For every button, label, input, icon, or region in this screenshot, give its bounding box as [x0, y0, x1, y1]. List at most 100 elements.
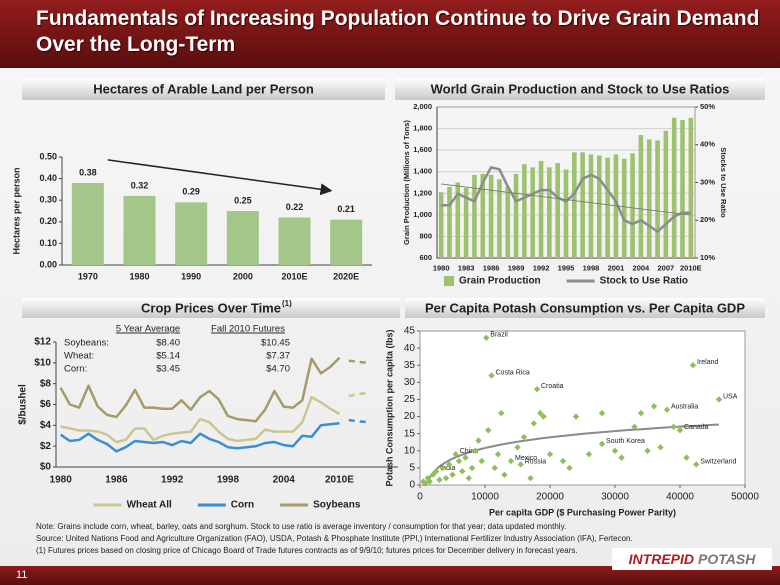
scatter-point	[689, 362, 697, 369]
value-label: 0.38	[79, 167, 97, 177]
y-tick-label: 1,200	[413, 188, 432, 197]
bar	[538, 160, 544, 258]
x-tick-label: 2007	[658, 263, 675, 272]
y-tick-label: $4	[40, 420, 52, 431]
y-tick-label: 0.50	[39, 151, 57, 161]
note: Source: United Nations Food and Agricult…	[36, 534, 633, 543]
panel-title-bar	[405, 298, 765, 318]
scatter-point	[572, 413, 580, 420]
x-tick-label: 1970	[78, 271, 98, 281]
scatter-point	[449, 471, 456, 478]
series-line	[59, 422, 340, 453]
scatter-point	[468, 464, 476, 472]
panel-title-bar	[22, 78, 385, 100]
x-tick-label: 30000	[601, 492, 629, 503]
scatter-point	[566, 464, 573, 472]
scatter-point	[507, 457, 515, 465]
scatter-point	[670, 423, 677, 431]
bar	[480, 173, 486, 258]
series-line	[59, 356, 341, 423]
scatter-point	[530, 420, 537, 427]
bar	[472, 174, 477, 258]
table-cell: $5.14	[156, 351, 180, 362]
footer-bar: 11	[0, 566, 780, 585]
x-tick-label: 1995	[558, 263, 575, 272]
scatter-point	[631, 423, 638, 431]
y-tick-label: 0.40	[39, 173, 57, 183]
x-tick-label: 0	[417, 492, 423, 503]
y-tick-label: 600	[419, 253, 432, 262]
bar	[71, 182, 104, 265]
point-label: South Korea	[606, 438, 645, 445]
y2-tick-label: 10%	[700, 253, 715, 262]
scatter-point	[676, 427, 684, 434]
table-cell: $7.37	[266, 351, 290, 362]
bar	[497, 179, 502, 258]
bar	[555, 163, 560, 258]
x-tick-label: 2010E	[281, 271, 307, 281]
scatter-point	[514, 444, 521, 451]
x-tick-label: 2000	[233, 271, 253, 281]
y-tick-label: $6	[40, 399, 52, 410]
legend-label: Grain Production	[459, 276, 541, 287]
y-tick-label: $10	[34, 357, 51, 368]
y-axis-label: Hectares per person	[11, 167, 21, 254]
value-label: 0.25	[234, 195, 252, 205]
note: Note: Grains include corn, wheat, barley…	[36, 522, 567, 531]
legend-swatch	[443, 276, 454, 286]
chart-title: Hectares of Arable Land per Person	[93, 81, 314, 96]
point-label: Brazil	[490, 332, 508, 339]
scatter-point	[559, 457, 567, 465]
chart-title: Per Capita Potash Consumption vs. Per Ca…	[425, 300, 745, 315]
scatter-point	[715, 396, 723, 403]
futures-line	[348, 391, 368, 398]
legend-label: Corn	[231, 500, 254, 511]
bar	[563, 169, 569, 258]
x-tick-label: 2010E	[325, 475, 354, 486]
bar	[278, 217, 311, 265]
scatter-point	[527, 474, 534, 482]
x-tick-label: 10000	[471, 492, 499, 503]
bar	[613, 154, 619, 258]
y2-tick-label: 50%	[700, 102, 715, 111]
x-tick-label: 1992	[161, 475, 184, 486]
scatter-point	[598, 440, 606, 448]
table-cell: $4.70	[266, 364, 290, 375]
point-label: Ireland	[697, 359, 719, 366]
table-cell: $10.45	[261, 338, 290, 349]
scatter-point	[498, 409, 505, 417]
scatter-point	[540, 413, 547, 420]
panel-title-bar	[22, 298, 400, 318]
scatter-point	[485, 427, 492, 434]
bar	[630, 153, 635, 258]
scatter-point	[501, 471, 508, 478]
bar	[588, 154, 594, 258]
plot-frame	[419, 330, 746, 486]
y-tick-label: 800	[419, 231, 432, 240]
table-cell: Wheat:	[64, 351, 94, 362]
scatter-point	[537, 409, 544, 417]
logo-product: POTASH	[698, 551, 756, 567]
x-tick-label: 1980	[50, 475, 73, 486]
futures-line	[348, 359, 368, 365]
scatter-point	[488, 372, 495, 379]
y2-tick-label: 30%	[700, 177, 715, 186]
scatter-point	[650, 403, 658, 410]
table-cell: Corn:	[64, 364, 87, 375]
bar	[597, 155, 602, 258]
trend-line	[441, 183, 691, 216]
y-axis-label: $/bushel	[18, 384, 29, 425]
scatter-point	[436, 476, 443, 484]
bar	[572, 152, 577, 258]
y2-tick-label: 20%	[700, 215, 715, 224]
y-tick-label: $0	[40, 462, 52, 473]
series-line	[441, 166, 691, 233]
y-tick-label: 35	[404, 360, 416, 371]
x-tick-label: 1989	[508, 263, 525, 272]
y-tick-label: 5	[409, 463, 415, 474]
scatter-point	[644, 447, 651, 454]
scatter-point	[618, 454, 625, 461]
scatter-point	[491, 464, 498, 472]
scatter-point	[472, 447, 479, 454]
y-tick-label: $2	[40, 441, 52, 452]
